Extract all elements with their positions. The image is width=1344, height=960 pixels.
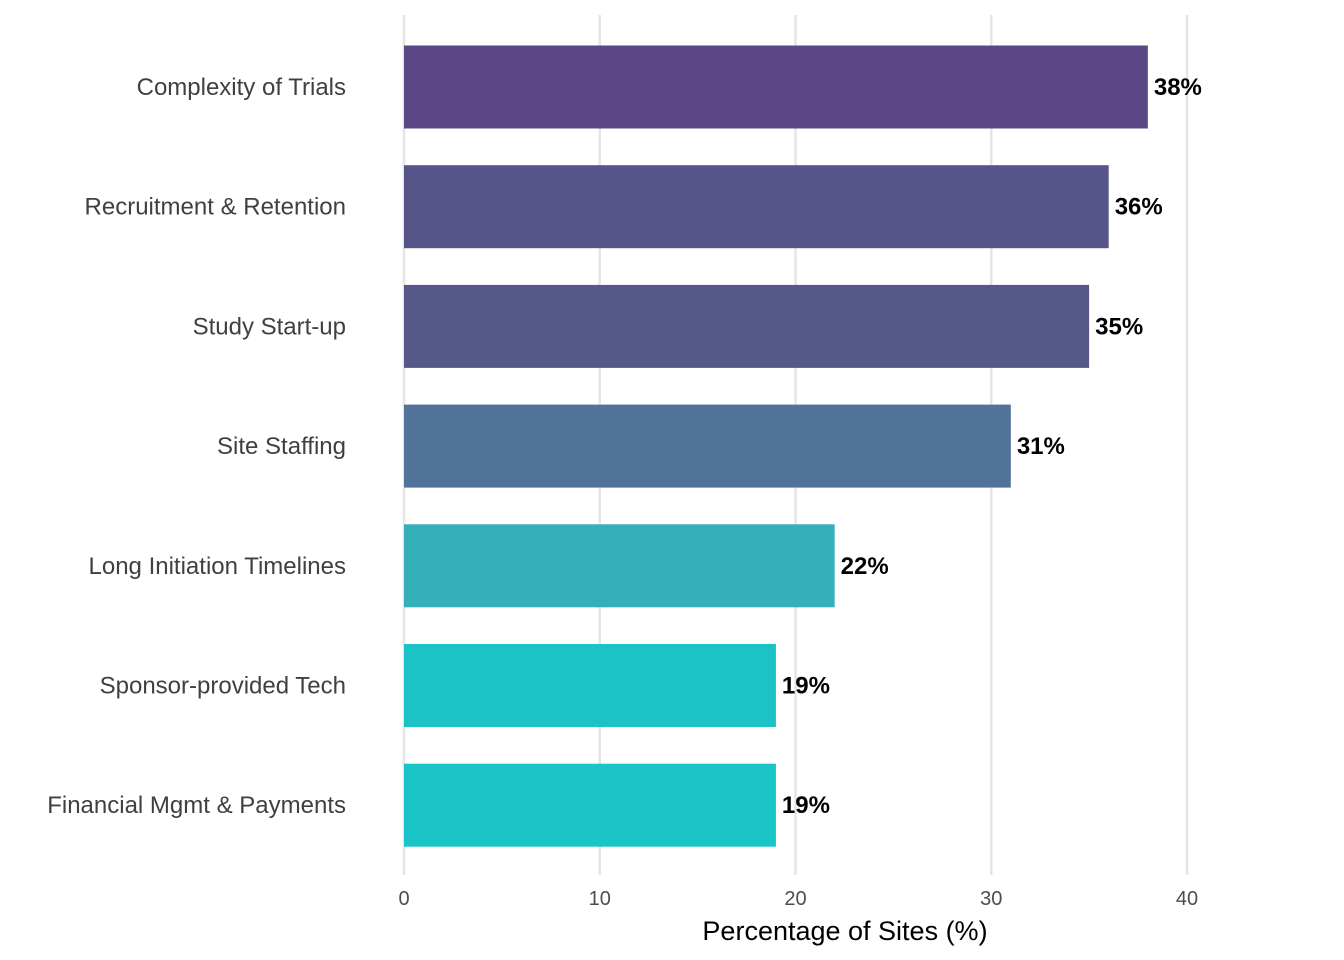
data-label: 38% <box>1154 74 1202 101</box>
category-label: Complexity of Trials <box>137 74 346 101</box>
category-label: Study Start-up <box>193 313 346 340</box>
x-tick-label: 0 <box>398 888 409 910</box>
x-axis-title: Percentage of Sites (%) <box>702 916 987 946</box>
x-tick-label: 30 <box>980 888 1002 910</box>
category-label: Financial Mgmt & Payments <box>47 792 346 819</box>
data-label: 36% <box>1115 194 1163 221</box>
bars <box>404 45 1148 847</box>
category-label: Recruitment & Retention <box>85 194 346 221</box>
data-labels: 38% 36% 35% 31% 22% 19% 19% <box>782 74 1202 819</box>
x-tick-label: 10 <box>589 888 611 910</box>
bar <box>404 524 835 608</box>
data-label: 31% <box>1017 433 1065 460</box>
bar <box>404 404 1011 488</box>
category-label: Site Staffing <box>217 433 346 460</box>
bar <box>404 284 1090 368</box>
data-label: 22% <box>841 553 889 580</box>
data-label: 19% <box>782 792 830 819</box>
bar <box>404 165 1109 249</box>
data-label: 19% <box>782 673 830 700</box>
bar <box>404 763 776 847</box>
category-label: Long Initiation Timelines <box>89 553 346 580</box>
x-tick-labels: 0 10 20 30 40 <box>398 888 1198 910</box>
bar <box>404 644 776 727</box>
x-tick-label: 20 <box>784 888 806 910</box>
bar <box>404 45 1148 129</box>
data-label: 35% <box>1095 313 1143 340</box>
x-tick-label: 40 <box>1176 888 1198 910</box>
category-labels: Complexity of Trials Recruitment & Retent… <box>47 74 346 819</box>
category-label: Sponsor-provided Tech <box>100 673 346 700</box>
